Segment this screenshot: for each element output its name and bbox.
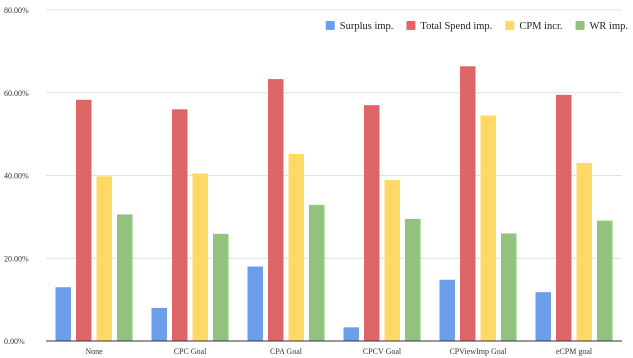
x-tick-label: CPA Goal [270, 347, 303, 356]
y-tick-label: 20.00% [4, 254, 29, 263]
legend-swatch [575, 21, 585, 30]
y-tick-label: 0.00% [4, 337, 25, 346]
bar-wr-imp [117, 214, 133, 341]
bar-total-spend-imp [268, 79, 284, 341]
legend-swatch [505, 21, 515, 30]
bar-wr-imp [501, 233, 517, 341]
bar-cpm-incr [576, 163, 592, 341]
bar-wr-imp [405, 218, 421, 341]
legend: Surplus imp. Total Spend imp. CPM incr. WR … [325, 21, 629, 32]
legend-swatch [325, 21, 335, 30]
axes: 0.00% 20.00% 40.00% 60.00% 80.00% None CPC Goa… [4, 6, 622, 356]
legend-swatch [406, 21, 416, 30]
legend-label: Surplus imp. [340, 21, 394, 32]
x-tick-label: eCPM goal [556, 347, 593, 356]
bar-cpm-incr [480, 115, 496, 341]
bar-surplus-imp [439, 279, 455, 341]
legend-label: WR imp. [590, 21, 629, 32]
bar-surplus-imp [343, 327, 359, 341]
bar-total-spend-imp [460, 66, 476, 342]
bar-total-spend-imp [76, 99, 92, 341]
legend-label: Total Spend imp. [420, 21, 492, 32]
bar-total-spend-imp [364, 105, 380, 341]
y-tick-label: 40.00% [4, 172, 29, 181]
bar-cpm-incr [192, 173, 208, 341]
bar-wr-imp [213, 233, 229, 341]
bar-wr-imp [309, 204, 325, 341]
bars [55, 66, 613, 342]
y-tick-label: 80.00% [4, 6, 29, 15]
gridlines [46, 9, 622, 259]
bar-total-spend-imp [556, 94, 572, 341]
x-tick-label: CPCV Goal [363, 347, 402, 356]
bar-cpm-incr [384, 180, 400, 341]
bar-surplus-imp [535, 292, 551, 341]
bar-surplus-imp [247, 266, 263, 341]
legend-label: CPM incr. [519, 21, 562, 32]
x-tick-label: CPC Goal [174, 347, 207, 356]
bar-cpm-incr [288, 153, 304, 341]
bar-surplus-imp [55, 287, 71, 341]
x-tick-label: CPViewImp Goal [449, 347, 507, 356]
y-tick-label: 60.00% [4, 89, 29, 98]
bar-wr-imp [597, 220, 613, 341]
x-tick-label: None [85, 347, 103, 356]
bar-surplus-imp [151, 307, 167, 341]
bar-cpm-incr [96, 176, 112, 341]
bar-total-spend-imp [172, 109, 188, 341]
